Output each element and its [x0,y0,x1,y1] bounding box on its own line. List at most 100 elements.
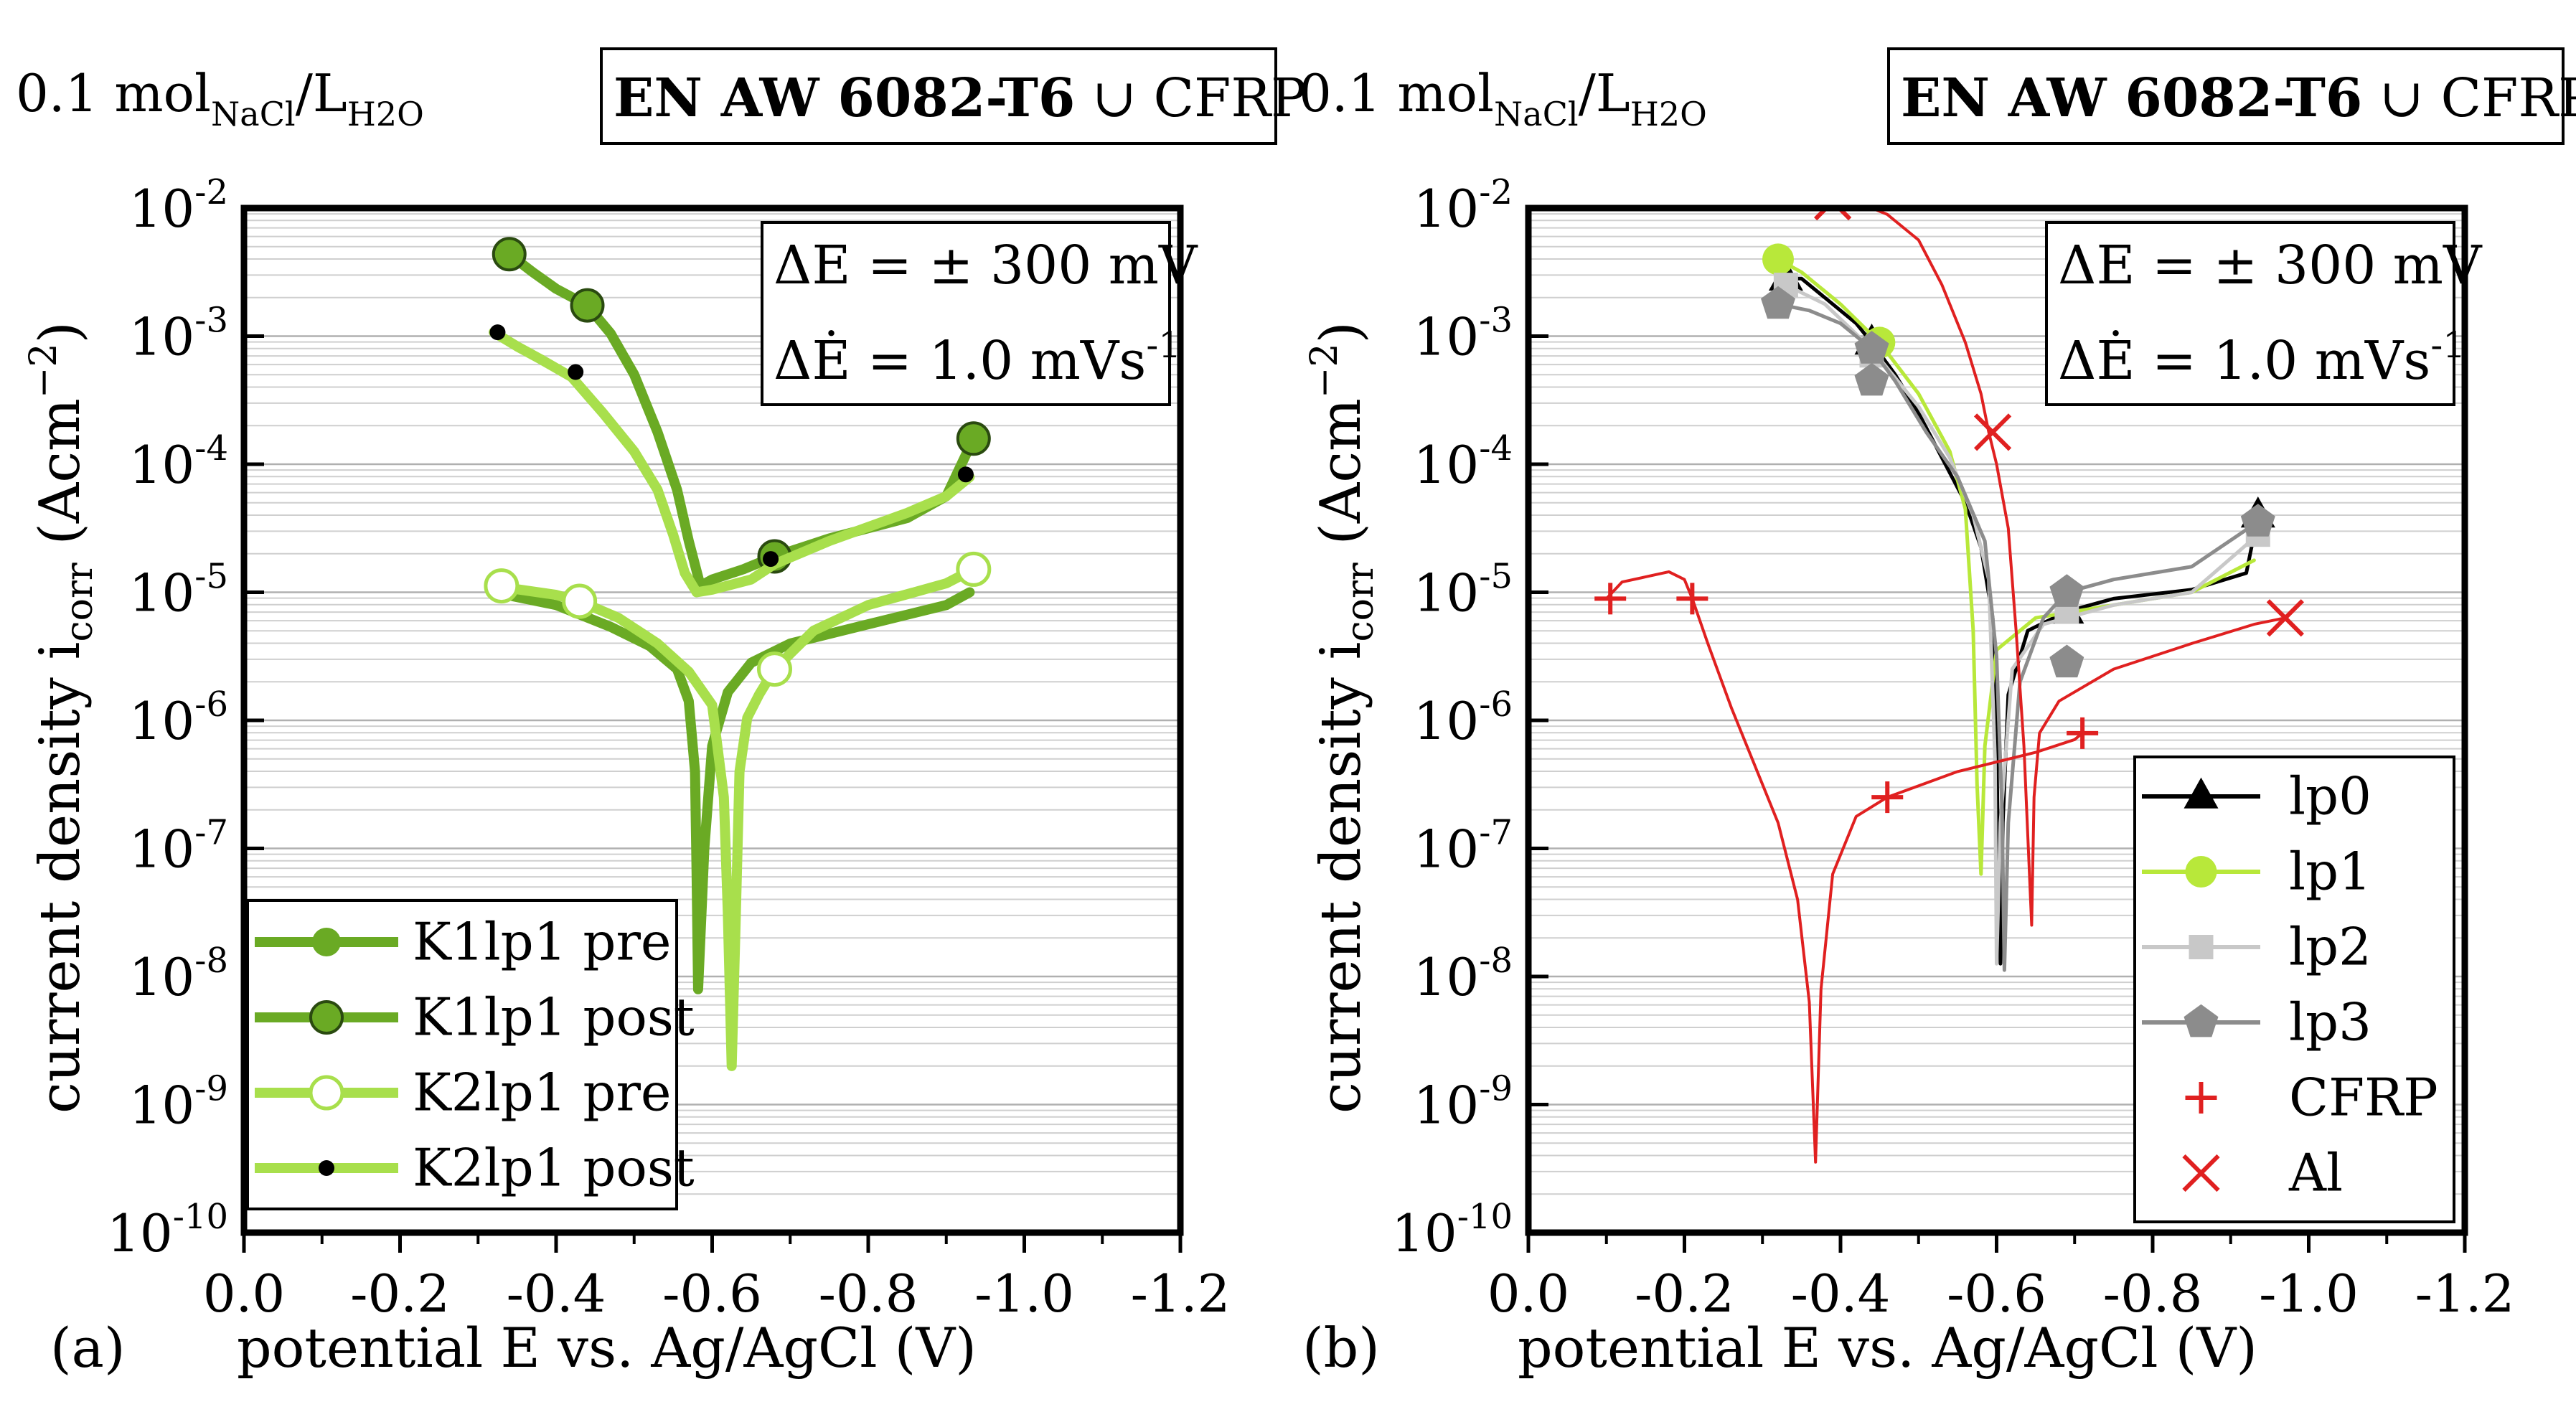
param-box-a: ΔE = ± 300 mV ΔĖ = 1.0 mVs-1 [761,221,1198,406]
legend-entry: CFRP [2185,1067,2438,1127]
ylabel-a: current density icorr (Acm−2) [22,321,101,1114]
marker [2266,599,2304,637]
xlabel-b: potential E vs. Ag/AgCl (V) [1518,1316,2257,1380]
panel-label-a: (a) [50,1316,126,1380]
legend-entry: K2lp1 pre [255,1062,672,1122]
xlabel-a: potential E vs. Ag/AgCl (V) [237,1316,977,1380]
marker [1676,583,1708,615]
ylabel-b: current density icorr (Acm−2) [1303,321,1382,1114]
legend-label: K2lp1 post [413,1137,695,1197]
marker [319,1160,334,1176]
marker [312,928,341,956]
x-tick-label: -0.8 [2103,1263,2203,1324]
x-tick-label: -0.4 [1791,1263,1891,1324]
legend-b: lp0 lp1 lp2 lp3 CFRP Al [2133,756,2455,1223]
marker [562,583,598,619]
material-box-b [1887,47,2565,145]
y-tick-label: 10-6 [1414,684,1513,751]
material-box-a [600,47,1277,145]
series-line [1868,208,2287,927]
param-frame-a [761,221,1171,406]
marker [2067,717,2099,749]
marker [2184,1004,2219,1037]
series-a [484,237,992,1071]
legend-label: lp3 [2289,992,2371,1052]
series-line [489,564,979,1071]
marker [2184,777,2219,809]
legend-label: lp2 [2289,916,2371,976]
series-line [1784,276,2260,966]
material-label-a: EN AW 6082-T6 ∪ CFRP [614,67,1307,129]
legend-frame-b [2133,756,2455,1223]
marker [1594,583,1627,615]
panel-b-chart: 10-2 10-3 10-4 10-5 10-6 10-7 10-8 10-9 10-100.0… [1302,172,2514,1380]
marker [570,288,605,323]
legend-entry: lp2 [2142,916,2371,976]
marker [2185,856,2217,888]
marker [2049,574,2084,607]
marker [2240,504,2275,537]
marker [1761,286,1795,319]
x-tick-label: 0.0 [1487,1263,1570,1324]
param-box-b: ΔE = ± 300 mV ΔĖ = 1.0 mVs-1 [2045,221,2483,406]
axes-a: 10-2 10-3 10-4 10-5 10-6 10-7 10-8 10-9 10-100.0… [107,172,1230,1324]
legend-label: lp0 [2289,766,2371,826]
marker-stroke [2266,599,2304,637]
panel-label-b: (b) [1302,1316,1380,1380]
marker [956,421,991,456]
y-tick-label: 10-7 [129,813,228,880]
y-tick-label: 10-5 [1414,557,1513,623]
y-tick-label: 10-9 [129,1069,228,1136]
x-tick-label: -0.2 [350,1263,450,1324]
series-k1lp1-pre [489,587,975,994]
series-lp3 [1761,286,2275,972]
y-tick-label: 10-8 [129,941,228,1007]
y-tick-label: 10-2 [129,172,228,239]
legend-label: K1lp1 post [413,987,695,1047]
marker [2182,1154,2220,1192]
series-al [1814,208,2304,927]
series-k2lp1-pre [484,551,992,1071]
param-delta-e-b: ΔE = ± 300 mV [2058,235,2483,296]
axes-b: 10-2 10-3 10-4 10-5 10-6 10-7 10-8 10-9 10-100.0… [1391,172,2514,1324]
marker [489,324,506,341]
series-layer [1594,208,2304,1164]
y-tick-label: 10-9 [1414,1069,1513,1136]
param-scan-rate-a: ΔĖ = 1.0 mVs-1 [774,324,1181,392]
legend-entry: K2lp1 post [255,1137,695,1197]
material-label-b: EN AW 6082-T6 ∪ CFRP [1901,67,2576,129]
marker [957,466,974,483]
y-tick-label: 10-4 [129,428,228,495]
electrolyte-label-b: 0.1 molNaCl/LH2O [1299,63,1707,133]
legend-entry: K1lp1 post [255,987,695,1047]
y-tick-label: 10-3 [129,301,228,367]
marker [1762,243,1794,276]
marker-stroke [2182,1154,2220,1192]
legend-entry: Al [2182,1142,2343,1202]
x-tick-label: -0.4 [507,1263,606,1324]
x-tick-label: -1.2 [1131,1263,1231,1324]
marker-stroke [1973,413,2012,451]
legend-a: K1lp1 pre K1lp1 post K2lp1 pre K2lp1 post [246,899,695,1210]
legend-entry: lp1 [2142,841,2371,901]
legend-label: lp1 [2289,841,2371,901]
y-tick-label: 10-3 [1414,301,1513,367]
legend-label: CFRP [2289,1067,2438,1127]
series-line [489,327,975,598]
y-tick-label: 10-6 [129,684,228,751]
marker [757,651,792,687]
legend-entry: lp0 [2142,766,2371,826]
series-line [489,587,975,994]
param-scan-rate-b: ΔĖ = 1.0 mVs-1 [2058,324,2465,392]
param-delta-e-a: ΔE = ± 300 mV [774,235,1198,296]
legend-entry: K1lp1 pre [255,911,672,971]
x-tick-label: -1.0 [974,1263,1074,1324]
series-line [1604,570,2084,1164]
legend-label: Al [2288,1142,2343,1202]
marker [1871,781,1904,814]
x-tick-label: -1.0 [2259,1263,2359,1324]
param-frame-b [2045,221,2455,406]
y-tick-label: 10-2 [1414,172,1513,239]
series-k2lp1-post [489,324,975,598]
